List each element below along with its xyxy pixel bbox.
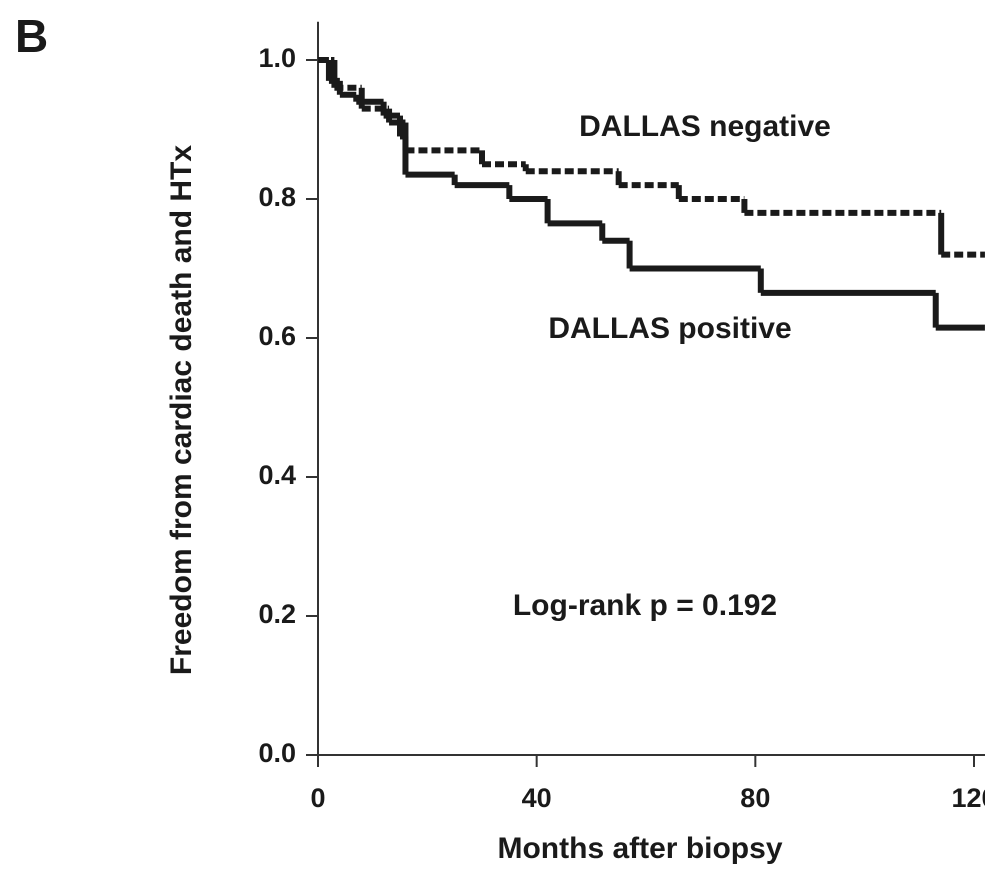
x-tick-label: 0	[310, 783, 325, 813]
x-tick-label: 120	[951, 783, 985, 813]
x-axis-title: Months after biopsy	[497, 832, 782, 865]
panel-label: B	[15, 10, 48, 62]
series-label: DALLAS negative	[579, 110, 831, 143]
annotation: Log-rank p = 0.192	[513, 589, 777, 622]
x-tick-label: 40	[522, 783, 552, 813]
y-tick-label: 0.4	[258, 460, 296, 490]
y-tick-label: 0.0	[258, 738, 296, 768]
y-tick-label: 0.8	[258, 182, 296, 212]
series-label: DALLAS positive	[548, 312, 791, 345]
y-tick-label: 0.2	[258, 599, 296, 629]
y-axis-title: Freedom from cardiac death and HTx	[165, 145, 198, 675]
x-tick-label: 80	[740, 783, 770, 813]
y-tick-label: 0.6	[258, 321, 296, 351]
y-tick-label: 1.0	[258, 43, 296, 73]
